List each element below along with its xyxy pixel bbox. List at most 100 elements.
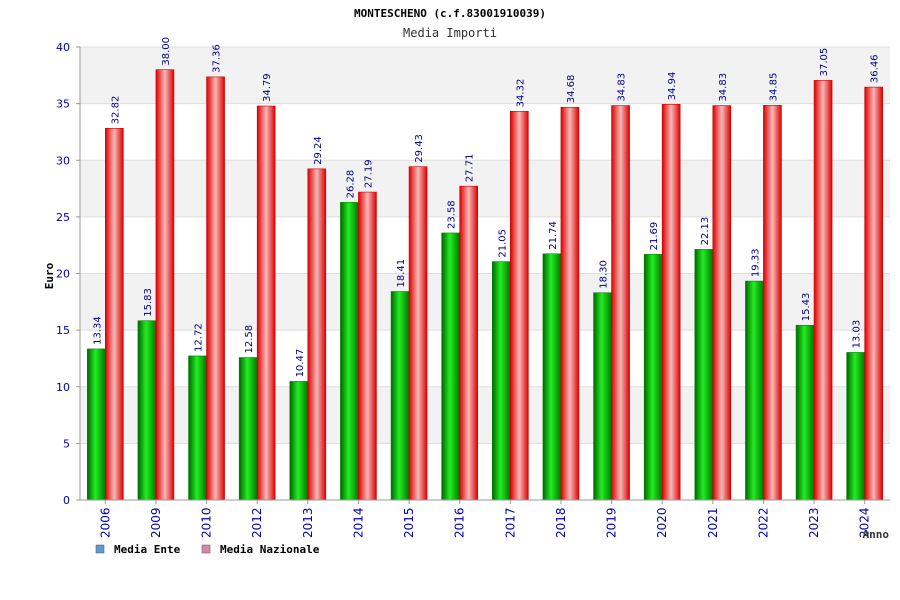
legend-label: Media Nazionale	[220, 543, 320, 556]
x-tick-label: 2019	[605, 507, 619, 538]
bar-label-media-nazionale: 29.24	[313, 136, 324, 165]
bar-label-media-ente: 13.34	[92, 316, 103, 345]
bar-label-media-ente: 23.58	[447, 200, 458, 229]
bar-media-ente	[390, 291, 410, 501]
bar-label-media-ente: 26.28	[345, 170, 356, 199]
y-tick-label: 5	[63, 437, 70, 450]
bar-label-media-ente: 15.43	[801, 293, 812, 322]
bar-media-nazionale	[661, 104, 681, 501]
y-tick-label: 0	[63, 494, 70, 507]
legend-swatch	[95, 544, 105, 554]
bar-label-media-ente: 19.33	[750, 248, 761, 277]
bar-media-nazionale	[307, 168, 327, 501]
bar-media-nazionale	[408, 166, 428, 501]
y-tick-label: 10	[56, 381, 70, 394]
bar-media-ente	[643, 254, 663, 501]
bar-value-labels: 13.34 32.82 15.83 38.00 12.72 37.36 12.58 34.79…	[92, 37, 880, 377]
x-axis-label: Anno	[863, 528, 890, 541]
bar-media-nazionale	[105, 128, 124, 501]
x-tick-label: 2010	[200, 507, 214, 538]
x-tick-label: 2016	[453, 507, 467, 538]
bar-label-media-nazionale: 36.46	[870, 54, 881, 83]
x-tick-label: 2021	[706, 507, 720, 538]
bar-label-media-ente: 12.72	[194, 323, 205, 352]
bar-media-ente	[846, 352, 865, 501]
x-tick-label: 2018	[554, 507, 568, 538]
y-tick-label: 35	[56, 98, 70, 111]
bar-media-ente	[745, 280, 764, 501]
y-axis-ticks: 0 5 10 15 20 25 30 35 40	[56, 41, 80, 507]
bar-media-ente	[593, 292, 612, 501]
x-tick-label: 2014	[351, 507, 365, 538]
y-tick-label: 40	[56, 41, 70, 54]
bar-media-ente	[340, 202, 359, 501]
x-axis-ticks: 2006 2009 2010 2012 2013 2014 2015 2016 2017 2018…	[98, 500, 872, 538]
x-tick-label: 2012	[250, 507, 264, 538]
bar-label-media-nazionale: 38.00	[161, 37, 172, 66]
y-tick-label: 25	[56, 211, 70, 224]
bar-label-media-nazionale: 37.05	[819, 48, 830, 77]
bar-media-nazionale	[206, 76, 225, 501]
bar-media-ente	[441, 232, 460, 501]
bar-label-media-ente: 22.13	[700, 217, 711, 246]
bar-media-nazionale	[712, 105, 732, 501]
bar-media-ente	[137, 320, 157, 501]
x-tick-label: 2013	[301, 507, 315, 538]
y-tick-label: 15	[56, 324, 70, 337]
bar-label-media-nazionale: 34.68	[566, 75, 577, 104]
bar-media-nazionale	[256, 105, 276, 501]
bar-media-nazionale	[358, 191, 377, 501]
bar-media-nazionale	[459, 185, 478, 501]
bar-media-nazionale	[560, 106, 580, 501]
bar-label-media-ente: 21.69	[649, 222, 660, 251]
bar-media-nazionale	[763, 105, 782, 501]
x-tick-label: 2015	[402, 507, 416, 538]
bar-label-media-nazionale: 32.82	[110, 96, 121, 125]
chart-title: MONTESCHENO (c.f.83001910039)	[354, 7, 546, 20]
y-axis-label: Euro	[43, 262, 56, 289]
bar-media-ente	[188, 355, 207, 501]
bar-label-media-nazionale: 34.94	[667, 72, 678, 101]
y-tick-label: 20	[56, 268, 70, 281]
x-tick-label: 2020	[655, 507, 669, 538]
bar-label-media-ente: 12.58	[244, 325, 255, 354]
bar-media-ente	[87, 348, 106, 501]
legend: Media Ente Media Nazionale	[95, 543, 320, 556]
bar-label-media-nazionale: 27.19	[363, 159, 374, 188]
bar-label-media-nazionale: 37.36	[212, 44, 223, 73]
bar-label-media-nazionale: 34.83	[718, 73, 729, 102]
bar-media-ente	[238, 357, 258, 501]
bar-label-media-ente: 15.83	[143, 288, 154, 317]
x-tick-label: 2022	[756, 507, 770, 538]
bar-label-media-nazionale: 34.85	[768, 73, 779, 102]
bar-label-media-ente: 21.05	[497, 229, 508, 258]
bar-label-media-nazionale: 34.79	[262, 73, 273, 102]
x-tick-label: 2017	[503, 507, 517, 538]
chart-subtitle: Media Importi	[403, 26, 497, 40]
bar-label-media-ente: 18.41	[396, 259, 407, 288]
bar-label-media-nazionale: 34.83	[617, 73, 628, 102]
bar-label-media-ente: 13.03	[852, 320, 863, 349]
x-tick-label: 2023	[807, 507, 821, 538]
bar-label-media-ente: 18.30	[599, 260, 610, 289]
bar-media-nazionale	[813, 80, 833, 501]
bar-label-media-nazionale: 29.43	[414, 134, 425, 163]
bar-media-ente	[289, 381, 309, 501]
legend-swatch	[201, 544, 211, 554]
bar-media-nazionale	[611, 105, 630, 501]
bar-media-ente	[694, 249, 714, 501]
bar-label-media-ente: 21.74	[548, 221, 559, 250]
x-tick-label: 2024	[858, 507, 872, 538]
bar-media-nazionale	[510, 111, 529, 501]
bar-media-nazionale	[155, 69, 175, 501]
bar-media-nazionale	[864, 86, 883, 501]
y-tick-label: 30	[56, 154, 70, 167]
bar-label-media-nazionale: 27.71	[465, 154, 476, 183]
bar-media-ente	[492, 261, 511, 501]
bar-label-media-ente: 10.47	[295, 349, 306, 378]
legend-label: Media Ente	[114, 543, 181, 556]
x-tick-label: 2006	[98, 507, 112, 538]
bar-label-media-nazionale: 34.32	[515, 79, 526, 108]
bar-media-ente	[542, 253, 562, 501]
